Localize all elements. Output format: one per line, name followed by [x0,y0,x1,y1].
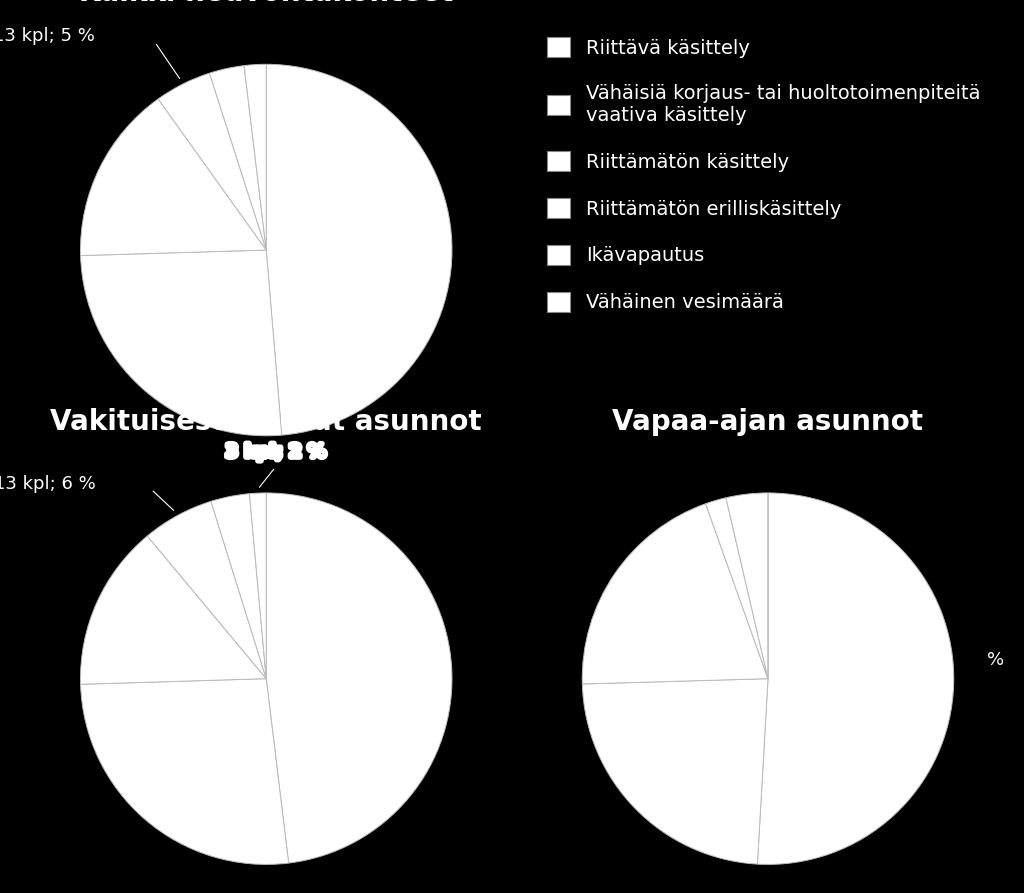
Wedge shape [266,64,452,435]
Wedge shape [210,65,266,250]
Wedge shape [266,493,452,863]
Wedge shape [726,493,768,679]
Title: Kaikki neuvontakohteet: Kaikki neuvontakohteet [79,0,454,7]
Wedge shape [583,679,768,864]
Title: Vapaa-ajan asunnot: Vapaa-ajan asunnot [612,408,924,436]
Wedge shape [244,64,266,250]
Wedge shape [81,679,289,864]
Text: 3 kpl; 2 %: 3 kpl; 2 % [225,443,326,461]
Wedge shape [706,497,768,679]
Text: 13 kpl; 5 %: 13 kpl; 5 % [0,28,95,46]
Wedge shape [158,73,266,250]
Wedge shape [81,99,266,255]
Title: Vakituisesti asutut asunnot: Vakituisesti asutut asunnot [50,408,482,436]
Wedge shape [583,504,768,684]
Text: %: % [987,651,1005,669]
Wedge shape [81,536,266,684]
Wedge shape [758,493,953,864]
Legend: Riittävä käsittely, Vähäisiä korjaus- tai huoltotoimenpiteitä
vaativa käsittely,: Riittävä käsittely, Vähäisiä korjaus- ta… [547,38,980,313]
Text: 13 kpl; 6 %: 13 kpl; 6 % [0,475,95,493]
Wedge shape [147,501,266,679]
Wedge shape [211,494,266,679]
Wedge shape [81,250,282,436]
Wedge shape [250,493,266,679]
